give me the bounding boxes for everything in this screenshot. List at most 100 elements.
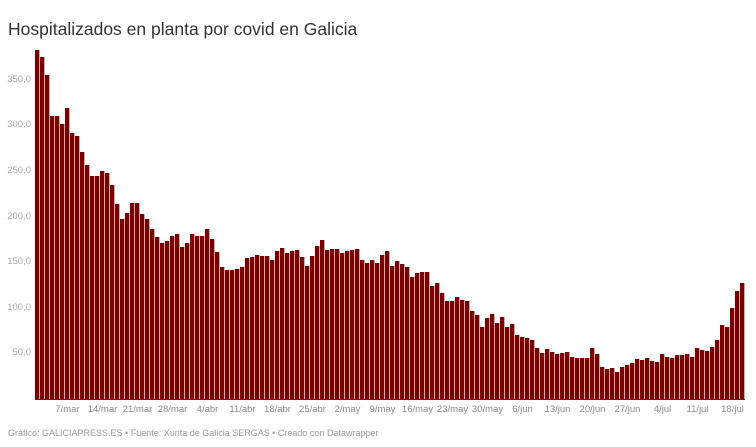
bar [350, 250, 355, 399]
x-tick-label: 27/jun [614, 404, 641, 415]
bar [205, 229, 210, 399]
bar [650, 360, 655, 399]
y-tick-label: 300,0 [7, 119, 31, 131]
bar [210, 239, 215, 399]
bar [295, 250, 300, 399]
bar [55, 116, 60, 399]
bar [85, 164, 90, 399]
bar [220, 266, 225, 399]
bar [580, 357, 585, 399]
bar [500, 316, 505, 399]
bar [345, 251, 350, 399]
bar [675, 355, 680, 399]
bar [570, 357, 575, 399]
x-tick-label: 14/mar [87, 404, 118, 415]
bar [105, 172, 110, 399]
bar [125, 212, 130, 399]
bar [490, 314, 495, 399]
bar [660, 354, 665, 399]
bar [280, 247, 285, 399]
bar [455, 296, 460, 399]
bar [605, 368, 610, 399]
bar [495, 323, 500, 399]
bar [225, 270, 230, 399]
bar [450, 300, 455, 399]
bar [400, 264, 405, 399]
bar [630, 362, 635, 399]
bar [260, 255, 265, 399]
bar [530, 339, 535, 399]
bar [435, 283, 440, 399]
bar [135, 202, 140, 399]
bar [485, 317, 490, 399]
bar [505, 326, 510, 399]
bar [215, 252, 220, 399]
bar [545, 348, 550, 399]
bar [645, 357, 650, 399]
bar [90, 175, 95, 399]
bar [420, 272, 425, 399]
bar [410, 276, 415, 399]
bar [460, 299, 465, 399]
bar [150, 229, 155, 399]
bar [290, 251, 295, 399]
bar [230, 270, 235, 399]
bar [520, 336, 525, 399]
bar [380, 254, 385, 399]
bar [720, 325, 725, 399]
bar [75, 136, 80, 399]
bar [320, 240, 325, 399]
bar [635, 358, 640, 399]
x-tick-label: 11/abr [229, 404, 256, 415]
x-tick-label: 2/may [334, 404, 361, 415]
bar [145, 219, 150, 399]
bar [390, 265, 395, 399]
bar [375, 263, 380, 399]
bar [245, 257, 250, 399]
y-tick-label: 100,0 [7, 301, 31, 313]
bar [465, 301, 470, 399]
y-tick-label: 250,0 [7, 165, 31, 176]
bar [655, 361, 660, 399]
bar [690, 357, 695, 399]
bar [475, 315, 480, 399]
bar [670, 357, 675, 399]
bar [235, 268, 240, 399]
y-tick-label: 50,0 [12, 347, 32, 359]
bar [735, 291, 740, 399]
bar [195, 235, 200, 399]
bar [80, 151, 85, 399]
bar [560, 352, 565, 399]
bar [740, 283, 745, 399]
bar [165, 241, 170, 399]
bar [95, 175, 100, 399]
bar [270, 260, 275, 399]
x-tick-label: 25/abr [299, 404, 326, 415]
bar [250, 256, 255, 399]
bar [110, 184, 115, 399]
bar [140, 213, 145, 399]
bar [730, 307, 735, 399]
bar [200, 235, 205, 399]
bar [710, 347, 715, 399]
bar [600, 367, 605, 399]
bar [665, 357, 670, 399]
bar [160, 243, 165, 399]
bar [370, 260, 375, 399]
x-tick-label: 4/abr [196, 404, 219, 415]
bar [685, 354, 690, 399]
x-tick-label: 11/jul [686, 404, 709, 415]
bar [335, 249, 340, 399]
x-tick-label: 4/jul [653, 404, 672, 415]
bar [275, 251, 280, 399]
bar [680, 355, 685, 399]
bar [255, 254, 260, 399]
bar [425, 272, 430, 399]
x-tick-label: 20/jun [579, 404, 606, 415]
bar [610, 368, 615, 399]
source-footer: Gráfico: GALICIAPRESS.ES • Fuente: Xunta… [8, 428, 379, 438]
x-tick-label: 21/mar [122, 404, 153, 415]
bar [445, 300, 450, 399]
bar [430, 285, 435, 399]
bar [120, 219, 125, 399]
